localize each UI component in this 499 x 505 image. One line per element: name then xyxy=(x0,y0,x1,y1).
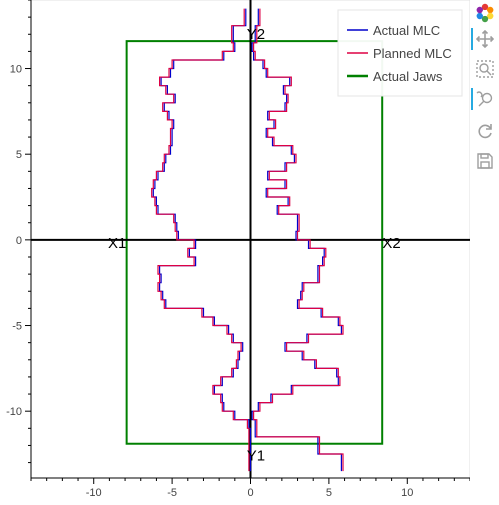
plot-toolbar xyxy=(470,0,499,210)
jaws-layer xyxy=(125,40,384,445)
wheel-zoom-tool-icon[interactable] xyxy=(471,88,496,110)
jaws-rect xyxy=(125,40,384,445)
y-tick-label: 5 xyxy=(16,149,22,161)
mlc-chart: -10 -5 0 5 10 -10 -5 0 5 10 X1 X2 Y2 Y1 Actual MLC Pl… xyxy=(6,0,471,499)
series-planned-mlc-bank-b xyxy=(253,8,344,472)
y-tick-label: 0 xyxy=(16,235,22,247)
pan-tool-icon[interactable] xyxy=(471,28,496,50)
y-tick-label: -5 xyxy=(12,321,22,333)
axes-layer xyxy=(31,0,470,478)
series-planned-mlc-bank-a xyxy=(151,8,250,472)
legend[interactable]: Actual MLC Planned MLC Actual Jaws xyxy=(337,9,463,97)
x-tick-label: -10 xyxy=(86,487,102,499)
series-layer xyxy=(151,8,344,472)
ticks-layer: -10 -5 0 5 10 -10 -5 0 5 10 xyxy=(6,0,471,499)
x-tick-label: 10 xyxy=(401,487,413,499)
bokeh-logo-icon[interactable] xyxy=(474,2,496,24)
y-tick-label: -10 xyxy=(6,406,22,418)
legend-item-label[interactable]: Actual MLC xyxy=(373,23,440,38)
reset-tool-icon[interactable] xyxy=(474,120,496,142)
legend-item-label[interactable]: Actual Jaws xyxy=(373,69,443,84)
legend-item-label[interactable]: Planned MLC xyxy=(373,46,452,61)
y-tick-label: 10 xyxy=(10,64,22,76)
annotation-x1: X1 xyxy=(108,235,126,252)
box-zoom-tool-icon[interactable] xyxy=(474,58,496,80)
annotations-layer: X1 X2 Y2 Y1 xyxy=(108,26,401,464)
annotation-y1: Y1 xyxy=(247,447,265,464)
annotation-y2: Y2 xyxy=(247,26,265,43)
x-tick-label: -5 xyxy=(167,487,177,499)
annotation-x2: X2 xyxy=(382,235,400,252)
save-tool-icon[interactable] xyxy=(474,150,496,172)
x-tick-label: 0 xyxy=(247,487,253,499)
x-tick-label: 5 xyxy=(326,487,332,499)
